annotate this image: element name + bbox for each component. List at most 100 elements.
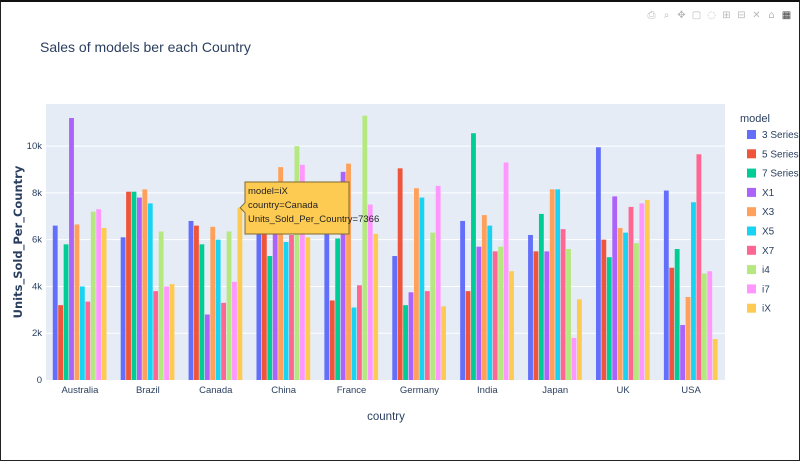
- pan-icon[interactable]: ✥: [677, 9, 686, 21]
- bar[interactable]: [329, 300, 335, 380]
- legend-swatch[interactable]: [747, 226, 756, 236]
- bar[interactable]: [52, 225, 58, 380]
- legend-swatch[interactable]: [747, 168, 756, 178]
- bar[interactable]: [528, 234, 533, 380]
- bar[interactable]: [680, 325, 686, 380]
- bar[interactable]: [237, 207, 243, 380]
- bar[interactable]: [272, 223, 278, 380]
- bar[interactable]: [549, 189, 555, 380]
- bar[interactable]: [169, 284, 175, 380]
- bar[interactable]: [601, 239, 607, 380]
- bar[interactable]: [595, 147, 601, 380]
- bar[interactable]: [232, 281, 237, 380]
- bar[interactable]: [283, 242, 289, 380]
- bar[interactable]: [221, 302, 227, 380]
- zoom-in-icon[interactable]: ⊞: [722, 9, 731, 21]
- bar[interactable]: [533, 251, 539, 380]
- bar[interactable]: [503, 162, 509, 380]
- bar[interactable]: [492, 251, 498, 380]
- legend-item-label[interactable]: 3 Series: [762, 130, 799, 141]
- bar[interactable]: [367, 204, 373, 380]
- bar[interactable]: [623, 232, 628, 380]
- bar[interactable]: [101, 227, 107, 380]
- bar[interactable]: [634, 243, 639, 380]
- bar[interactable]: [441, 306, 447, 380]
- bar[interactable]: [126, 191, 131, 380]
- bar[interactable]: [644, 199, 650, 380]
- bar[interactable]: [194, 225, 199, 380]
- zoom-out-icon[interactable]: ⊟: [737, 9, 746, 21]
- bar[interactable]: [153, 291, 159, 380]
- bar[interactable]: [408, 292, 414, 380]
- bar[interactable]: [215, 239, 221, 380]
- bar[interactable]: [324, 227, 330, 380]
- bar[interactable]: [79, 286, 85, 380]
- bar[interactable]: [63, 244, 69, 380]
- bar[interactable]: [538, 213, 544, 380]
- bar[interactable]: [256, 225, 262, 380]
- bar[interactable]: [136, 197, 142, 380]
- bar[interactable]: [696, 154, 702, 380]
- bar[interactable]: [120, 237, 126, 380]
- camera-icon[interactable]: ⎙: [647, 9, 656, 21]
- legend-swatch[interactable]: [747, 245, 756, 255]
- legend-item-label[interactable]: i7: [762, 284, 770, 295]
- box-select-icon[interactable]: ▢: [691, 9, 702, 21]
- bar[interactable]: [335, 238, 341, 380]
- bar[interactable]: [576, 299, 582, 380]
- bar[interactable]: [261, 220, 267, 380]
- bar[interactable]: [397, 168, 403, 380]
- bar[interactable]: [373, 233, 379, 380]
- bar[interactable]: [362, 115, 368, 380]
- bar[interactable]: [289, 234, 294, 380]
- bar[interactable]: [460, 220, 466, 380]
- legend-swatch[interactable]: [747, 149, 756, 159]
- bar[interactable]: [663, 190, 669, 380]
- bar[interactable]: [340, 171, 346, 380]
- bar[interactable]: [712, 339, 718, 380]
- bar[interactable]: [305, 237, 311, 380]
- bar[interactable]: [707, 271, 713, 380]
- bar[interactable]: [294, 146, 300, 380]
- bar[interactable]: [96, 209, 102, 380]
- bar[interactable]: [430, 232, 436, 380]
- bar[interactable]: [74, 224, 80, 380]
- legend-item-label[interactable]: X5: [762, 227, 775, 238]
- bars-group[interactable]: [52, 115, 718, 380]
- bar[interactable]: [414, 188, 419, 380]
- bar[interactable]: [476, 246, 482, 380]
- bar[interactable]: [509, 271, 514, 380]
- bar[interactable]: [498, 246, 504, 380]
- bar[interactable]: [85, 301, 91, 380]
- legend-swatch[interactable]: [747, 207, 756, 217]
- bar[interactable]: [188, 220, 194, 380]
- bar[interactable]: [617, 227, 623, 380]
- legend-item-label[interactable]: 7 Series: [762, 169, 799, 180]
- legend-item-label[interactable]: X1: [762, 188, 775, 199]
- legend-item-label[interactable]: X3: [762, 207, 775, 218]
- legend-item-label[interactable]: 5 Series: [762, 149, 799, 160]
- bar[interactable]: [606, 257, 612, 380]
- bar[interactable]: [158, 231, 164, 380]
- legend-swatch[interactable]: [747, 130, 756, 139]
- legend-swatch[interactable]: [747, 284, 756, 294]
- bar[interactable]: [356, 285, 362, 380]
- legend-swatch[interactable]: [747, 265, 756, 275]
- bar[interactable]: [560, 229, 566, 380]
- bar[interactable]: [278, 167, 284, 380]
- bar[interactable]: [481, 215, 487, 380]
- bar[interactable]: [419, 197, 425, 380]
- bar[interactable]: [131, 191, 137, 380]
- bar[interactable]: [346, 163, 351, 380]
- bar[interactable]: [210, 226, 216, 380]
- bar[interactable]: [69, 118, 74, 380]
- bar[interactable]: [612, 196, 618, 380]
- bar[interactable]: [204, 314, 210, 380]
- bar[interactable]: [701, 273, 707, 380]
- bar[interactable]: [544, 251, 550, 380]
- zoom-icon[interactable]: ⌕: [663, 9, 670, 21]
- legend-item-label[interactable]: i4: [762, 265, 770, 276]
- legend-item-label[interactable]: iX: [762, 304, 771, 315]
- bar[interactable]: [90, 211, 96, 380]
- bar[interactable]: [465, 291, 471, 380]
